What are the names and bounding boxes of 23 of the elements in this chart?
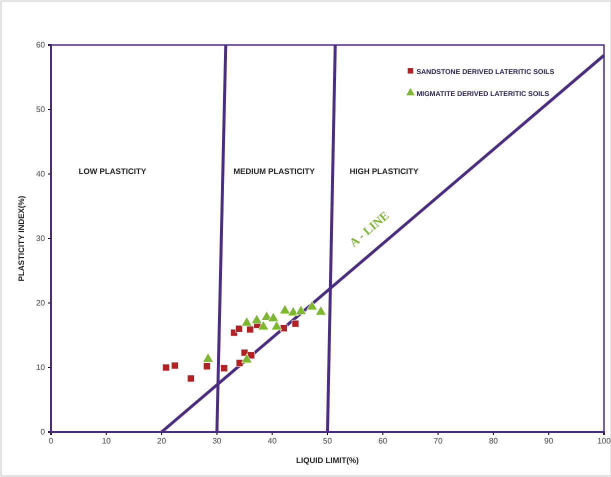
annotation: MEDIUM PLASTICITY: [233, 167, 316, 176]
y-tick-label: 0: [40, 428, 46, 437]
y-tick-label: 50: [36, 105, 46, 114]
y-tick-label: 60: [36, 40, 46, 50]
x-tick-label: 10: [102, 436, 112, 446]
annotation: LOW PLASTICITY: [78, 167, 147, 176]
x-tick-label: 30: [212, 436, 222, 446]
x-tick-label: 100: [597, 436, 611, 446]
x-axis-title: LIQUID LIMIT(%): [296, 456, 360, 465]
y-tick-label: 20: [36, 298, 46, 308]
x-tick-label: 90: [544, 436, 554, 446]
x-tick-label: 70: [434, 436, 444, 446]
y-tick-label: 40: [36, 170, 46, 179]
x-tick-label: 80: [488, 436, 498, 446]
x-tick-label: 0: [48, 436, 54, 446]
y-tick-label: 30: [36, 234, 46, 244]
x-tick-label: 50: [323, 436, 332, 446]
x-tick-label: 60: [378, 436, 388, 446]
y-axis-title: PLASTICITY INDEX(%): [17, 195, 26, 282]
x-tick-label: 40: [268, 436, 278, 446]
annotation: HIGH PLASTICITY: [350, 167, 420, 176]
y-tick-label: 10: [36, 363, 46, 372]
x-tick-label: 20: [157, 436, 167, 446]
